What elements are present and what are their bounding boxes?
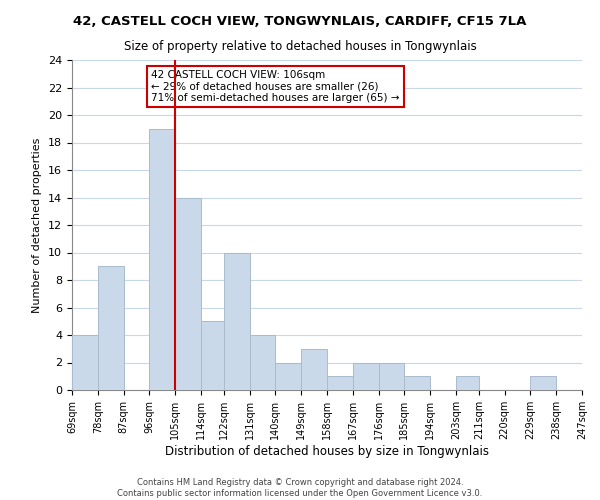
Text: 42 CASTELL COCH VIEW: 106sqm
← 29% of detached houses are smaller (26)
71% of se: 42 CASTELL COCH VIEW: 106sqm ← 29% of de… (151, 70, 400, 103)
Bar (327, 376, 353, 390)
Bar (72, 335, 98, 390)
Bar (250, 335, 275, 390)
Bar (149, 128, 175, 390)
Bar (98, 266, 124, 390)
Text: 42, CASTELL COCH VIEW, TONGWYNLAIS, CARDIFF, CF15 7LA: 42, CASTELL COCH VIEW, TONGWYNLAIS, CARD… (73, 15, 527, 28)
X-axis label: Distribution of detached houses by size in Tongwynlais: Distribution of detached houses by size … (165, 444, 489, 458)
Bar (201, 322, 224, 390)
Bar (175, 198, 201, 390)
Bar (404, 376, 430, 390)
Text: Contains HM Land Registry data © Crown copyright and database right 2024.
Contai: Contains HM Land Registry data © Crown c… (118, 478, 482, 498)
Bar (275, 362, 301, 390)
Text: Size of property relative to detached houses in Tongwynlais: Size of property relative to detached ho… (124, 40, 476, 53)
Bar (530, 376, 556, 390)
Bar (224, 252, 250, 390)
Bar (301, 349, 327, 390)
Bar (456, 376, 479, 390)
Bar (353, 362, 379, 390)
Y-axis label: Number of detached properties: Number of detached properties (32, 138, 43, 312)
Bar (379, 362, 404, 390)
